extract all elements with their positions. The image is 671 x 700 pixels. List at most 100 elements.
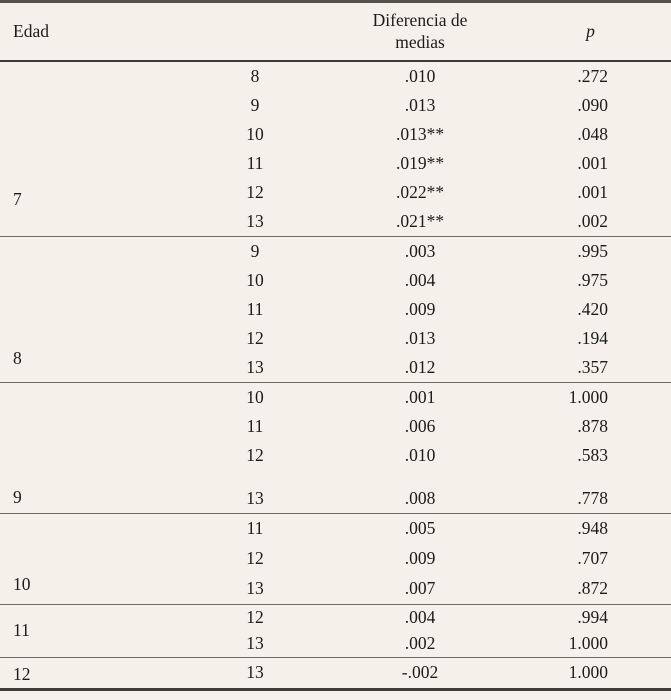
comparison-age-cell: 13 — [246, 210, 264, 231]
comparison-age-cell: 11 — [246, 298, 264, 319]
comparison-row: 12 13 -.002 1.000 — [0, 657, 671, 689]
mean-difference-cell: .004 — [404, 607, 436, 627]
col-header-edad: Edad — [13, 20, 49, 41]
mean-difference-cell: .005 — [404, 518, 436, 538]
mean-difference-cell: .021** — [395, 210, 445, 231]
comparison-row: 13 .012 .357 — [0, 353, 671, 383]
comparison-row: 11 .006 .878 — [0, 412, 671, 441]
p-value-cell: .272 — [577, 65, 608, 86]
mean-difference-cell: .012 — [404, 356, 436, 377]
p-value-cell: .778 — [577, 487, 608, 508]
age-group-label: 11 — [13, 619, 30, 640]
p-value-cell: .001 — [577, 152, 608, 173]
p-value-cell: 1.000 — [568, 386, 608, 407]
comparison-row: 13 .008 .778 — [0, 470, 671, 514]
comparison-age-cell: 12 — [246, 607, 264, 627]
p-value-cell: .048 — [577, 123, 608, 144]
comparison-row: 13 .021** .002 — [0, 207, 671, 237]
age-group: 7 8 .010 .272 9 .013 .090 10 .013** .048 11 .019**.… — [0, 61, 671, 237]
p-value-cell: 1.000 — [568, 662, 608, 682]
mean-difference-cell: .022** — [395, 181, 445, 202]
mean-difference-cell: .008 — [404, 487, 436, 508]
comparison-age-cell: 12 — [246, 327, 264, 348]
p-value-cell: .194 — [577, 327, 608, 348]
comparison-row: 10 .004 .975 — [0, 266, 671, 295]
p-value-cell: .872 — [577, 578, 608, 598]
mean-difference-cell: .009 — [404, 548, 436, 568]
col-header-diferencia-label: Diferencia de medias — [372, 10, 468, 53]
age-group-label: 7 — [13, 188, 22, 209]
mean-difference-cell: .004 — [404, 269, 436, 290]
comparison-age-cell: 10 — [246, 123, 264, 144]
p-value-cell: .948 — [577, 518, 608, 538]
comparison-row: 8 9 .003 .995 — [0, 236, 671, 368]
mean-difference-cell: .003 — [404, 240, 436, 261]
age-group: 8 9 .003 .995 10 .004 .975 11 .009 .420 12 .013 .194… — [0, 236, 671, 382]
p-value-cell: .707 — [577, 548, 608, 568]
comparison-age-cell: 13 — [246, 662, 264, 682]
mean-difference-cell: .013 — [404, 94, 436, 115]
comparison-age-cell: 13 — [246, 487, 264, 508]
p-value-cell: .001 — [577, 181, 608, 202]
comparison-row: 12 .022** .001 — [0, 178, 671, 207]
age-group-label: 8 — [13, 347, 22, 368]
mean-difference-cell: .001 — [404, 386, 436, 407]
age-group-label: 10 — [13, 573, 31, 594]
p-value-cell: 1.000 — [568, 633, 608, 653]
mean-difference-cell: .013 — [404, 327, 436, 348]
comparison-age-cell: 8 — [250, 65, 260, 86]
p-value-cell: .878 — [577, 415, 608, 436]
mean-difference-cell: .006 — [404, 415, 436, 436]
table-header: Edad Diferencia de medias p — [0, 2, 671, 61]
comparison-age-cell: 11 — [246, 518, 264, 538]
p-value-cell: .583 — [577, 444, 608, 465]
p-value-cell: .994 — [577, 607, 608, 627]
age-group: 11 12 .004 .994 13 .002 1.000 — [0, 604, 671, 657]
comparison-age-cell: 13 — [246, 633, 264, 653]
age-group-label: 12 — [13, 663, 31, 684]
comparison-age-cell: 9 — [250, 240, 260, 261]
p-value-cell: .420 — [577, 298, 608, 319]
comparison-row: 12 .013 .194 — [0, 324, 671, 353]
age-group: 12 13 -.002 1.000 — [0, 657, 671, 689]
p-value-cell: .357 — [577, 356, 608, 377]
comparison-age-cell: 11 — [246, 415, 264, 436]
p-value-cell: .975 — [577, 269, 608, 290]
comparison-row: 10 .013** .048 — [0, 120, 671, 149]
col-header-diferencia: Diferencia de medias — [330, 2, 510, 61]
comparison-row: 11 12 .004 .994 — [0, 604, 671, 640]
comparison-row: 11 .009 .420 — [0, 295, 671, 324]
age-group: 9 10 .001 1.000 11 .006 .878 12 .010 .583 13 .008 .7… — [0, 382, 671, 513]
comparison-row: 9 .013 .090 — [0, 91, 671, 120]
mean-difference-cell: .009 — [404, 298, 436, 319]
col-header-p: p — [586, 20, 595, 41]
comparison-row: 7 8 .010 .272 — [0, 61, 671, 209]
mean-difference-cell: .010 — [404, 65, 436, 86]
comparison-age-cell: 10 — [246, 386, 264, 407]
mean-difference-cell: .002 — [404, 633, 436, 653]
comparison-row: 11 .019** .001 — [0, 149, 671, 178]
comparison-row: 9 10 .001 1.000 — [0, 382, 671, 507]
comparison-age-cell: 13 — [246, 356, 264, 377]
mean-difference-cell: .010 — [404, 444, 436, 465]
age-group-label: 9 — [13, 486, 22, 507]
p-value-cell: .002 — [577, 210, 608, 231]
comparison-row: 10 11 .005 .948 — [0, 513, 671, 594]
mean-difference-cell: .007 — [404, 578, 436, 598]
comparison-row: 13 .002 1.000 — [0, 631, 671, 658]
comparison-age-cell: 10 — [246, 269, 264, 290]
p-value-cell: .995 — [577, 240, 608, 261]
comparison-row: 12 .010 .583 — [0, 441, 671, 470]
comparison-age-cell: 11 — [246, 152, 264, 173]
header-row: Edad Diferencia de medias p — [0, 2, 671, 61]
col-header-empty — [180, 2, 330, 61]
p-value-cell: .090 — [577, 94, 608, 115]
age-group: 10 11 .005 .948 12 .009 .707 13 .007 .872 — [0, 513, 671, 604]
comparison-age-cell: 12 — [246, 444, 264, 465]
comparison-age-cell: 13 — [246, 578, 264, 598]
comparison-row: 13 .007 .872 — [0, 574, 671, 605]
mean-difference-cell: .013** — [395, 123, 445, 144]
comparison-age-cell: 9 — [250, 94, 260, 115]
mean-difference-cell: -.002 — [401, 662, 439, 682]
